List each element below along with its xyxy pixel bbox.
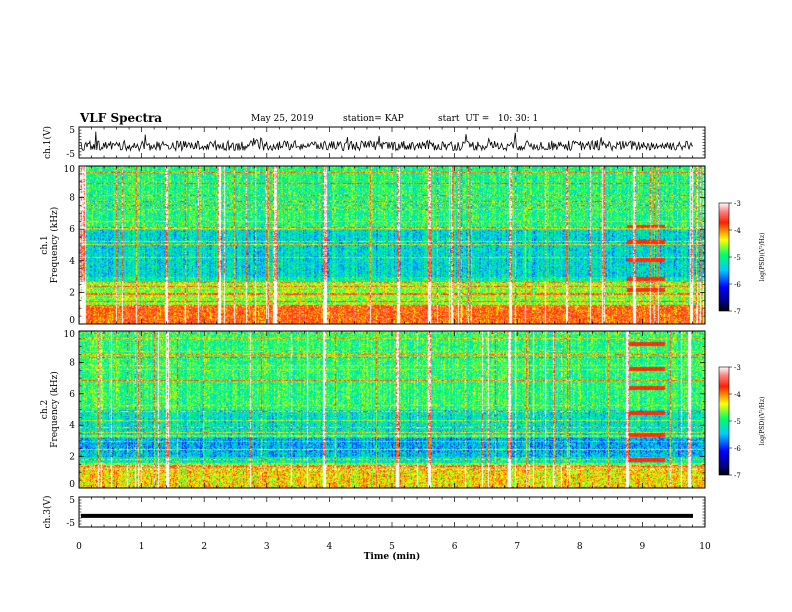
ch1-spectrogram (79, 166, 705, 324)
y-tick-label: 5 (69, 496, 75, 506)
start-ut-label: start UT = 10: 30: 1 (438, 114, 539, 124)
y-tick-label: -5 (66, 150, 75, 160)
ch2-colorbar (718, 366, 730, 476)
y-axis-label: ch.3(V) (42, 496, 53, 529)
x-tick-label: 5 (389, 542, 395, 552)
colorbar-label: log(PSD)(V²/Hz) (759, 233, 766, 282)
x-axis-label: Time (min) (364, 551, 421, 562)
y-tick-label: -5 (66, 519, 75, 529)
y-tick-label: 4 (69, 421, 75, 431)
x-tick-label: 7 (514, 542, 520, 552)
colorbar-label: log(PSD)(V²/Hz) (759, 397, 766, 446)
y-tick-label: 4 (69, 257, 75, 267)
y-axis-label: ch.1 (40, 235, 50, 254)
y-tick-label: 2 (69, 453, 75, 463)
ch2-spectrogram (79, 331, 705, 488)
y-tick-label: 0 (69, 316, 75, 326)
colorbar-tick-label: -5 (734, 418, 741, 426)
y-tick-label: 8 (69, 358, 75, 368)
y-tick-label: 6 (69, 225, 75, 235)
colorbar-tick-label: -6 (734, 445, 741, 453)
x-tick-label: 8 (577, 542, 583, 552)
x-tick-label: 1 (139, 542, 145, 552)
colorbar-tick-label: -7 (734, 472, 741, 480)
y-axis-label: ch.2 (40, 400, 50, 419)
y-tick-label: 0 (69, 480, 75, 490)
y-axis-label: Frequency (kHz) (49, 207, 60, 284)
colorbar-tick-label: -4 (734, 391, 741, 399)
colorbar-tick-label: -6 (734, 281, 741, 289)
x-tick-label: 4 (327, 542, 333, 552)
colorbar-tick-label: -4 (734, 227, 741, 235)
colorbar-tick-label: -3 (734, 200, 741, 208)
ch1-waveform-line (80, 131, 694, 153)
colorbar-tick-label: -3 (734, 364, 741, 372)
x-tick-label: 9 (640, 542, 646, 552)
ch1-colorbar (718, 202, 730, 312)
x-tick-label: 0 (76, 542, 82, 552)
y-axis-label: ch.1(V) (42, 126, 53, 159)
x-tick-label: 3 (264, 542, 270, 552)
y-axis-label: Frequency (kHz) (49, 371, 60, 448)
colorbar-tick-label: -5 (734, 254, 741, 262)
x-tick-label: 6 (452, 542, 458, 552)
station-label: station= KAP (343, 114, 404, 124)
y-tick-label: 2 (69, 288, 75, 298)
y-tick-label: 6 (69, 390, 75, 400)
y-tick-label: 8 (69, 194, 75, 204)
y-tick-label: 10 (64, 330, 76, 340)
x-tick-label: 10 (699, 542, 711, 552)
figure-title: VLF Spectra (80, 111, 163, 125)
date-label: May 25, 2019 (251, 114, 314, 124)
y-tick-label: 10 (64, 165, 76, 175)
y-tick-label: 5 (69, 126, 75, 136)
x-tick-label: 2 (201, 542, 207, 552)
colorbar-tick-label: -7 (734, 308, 741, 316)
